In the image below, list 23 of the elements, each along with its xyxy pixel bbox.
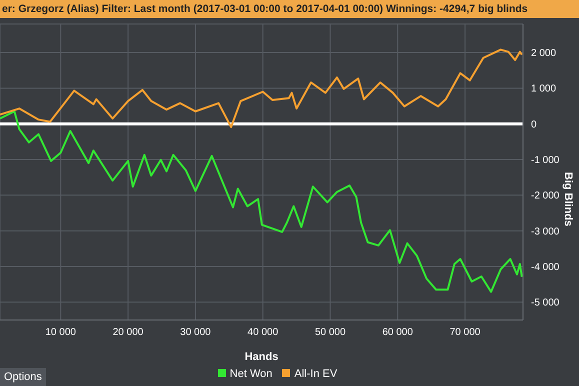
chart-title: er: Grzegorz (Alias) Filter: Last month (2017-03-01 00:00 to 2017-04-01 00:00) Winnings: -4294,7 big blinds — [0, 0, 579, 18]
y-tick-label: 2 000 — [531, 48, 556, 60]
y-axis-title: Big Blinds — [562, 172, 574, 226]
x-tick-label: 70 000 — [450, 327, 481, 338]
x-tick-label: 40 000 — [248, 327, 279, 338]
y-tick-label: -4 000 — [531, 262, 560, 274]
y-tick-label: 0 — [531, 119, 537, 130]
text: Options — [0, 368, 46, 386]
line-series — [0, 110, 523, 293]
y-tick-label: -1 000 — [531, 155, 560, 166]
x-tick-label: 20 000 — [112, 327, 144, 338]
line-series — [0, 48, 523, 128]
legend-label: All-In EV — [294, 368, 338, 380]
x-tick-label: 10 000 — [45, 327, 76, 338]
x-tick-label: 60 000 — [382, 327, 414, 338]
legend-label: Net Won — [230, 368, 272, 380]
y-tick-label: 1 000 — [531, 84, 556, 95]
x-tick-label: 30 000 — [180, 327, 212, 338]
x-axis-title: Hands — [244, 351, 278, 363]
y-tick-label: -3 000 — [531, 226, 560, 238]
x-tick-label: 50 000 — [314, 327, 346, 338]
y-tick-label: -2 000 — [531, 190, 560, 202]
y-tick-label: -5 000 — [531, 298, 560, 309]
